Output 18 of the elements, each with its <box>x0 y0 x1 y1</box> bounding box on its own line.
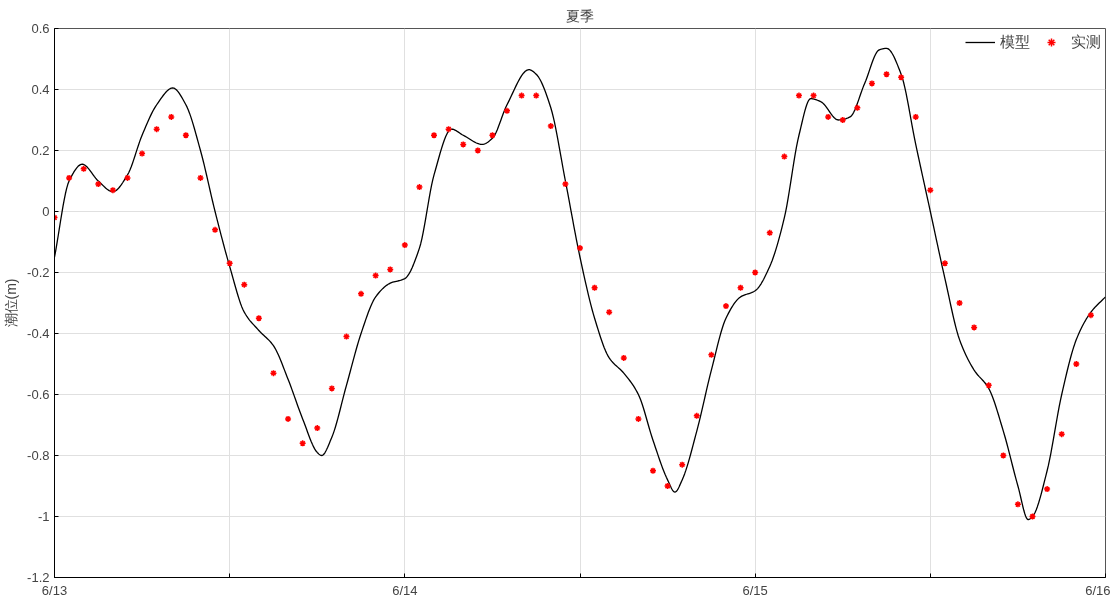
y-tick-label: -0.6 <box>27 387 50 402</box>
legend-label: 模型 <box>1000 32 1030 52</box>
chart-title: 夏季 <box>566 7 594 24</box>
y-tick-label: 0.4 <box>31 82 50 97</box>
y-tick-label: -1 <box>37 509 50 524</box>
y-tick-label: 0.6 <box>31 21 50 36</box>
legend-label: 实测 <box>1071 32 1101 52</box>
x-tick-label: 6/14 <box>392 582 418 598</box>
y-tick-label: 0 <box>42 204 50 219</box>
y-tick-label: -0.4 <box>27 326 50 341</box>
y-tick-label: -0.2 <box>27 265 50 280</box>
y-tick-label: -0.8 <box>27 448 50 463</box>
x-tick-label: 6/15 <box>742 582 768 598</box>
x-tick-label: 6/16 <box>1085 582 1111 598</box>
y-axis-title: 潮位(m) <box>3 278 20 328</box>
x-tick-label: 6/13 <box>41 582 68 598</box>
y-tick-label: -1.2 <box>27 570 50 585</box>
y-tick-label: 0.2 <box>31 143 50 158</box>
